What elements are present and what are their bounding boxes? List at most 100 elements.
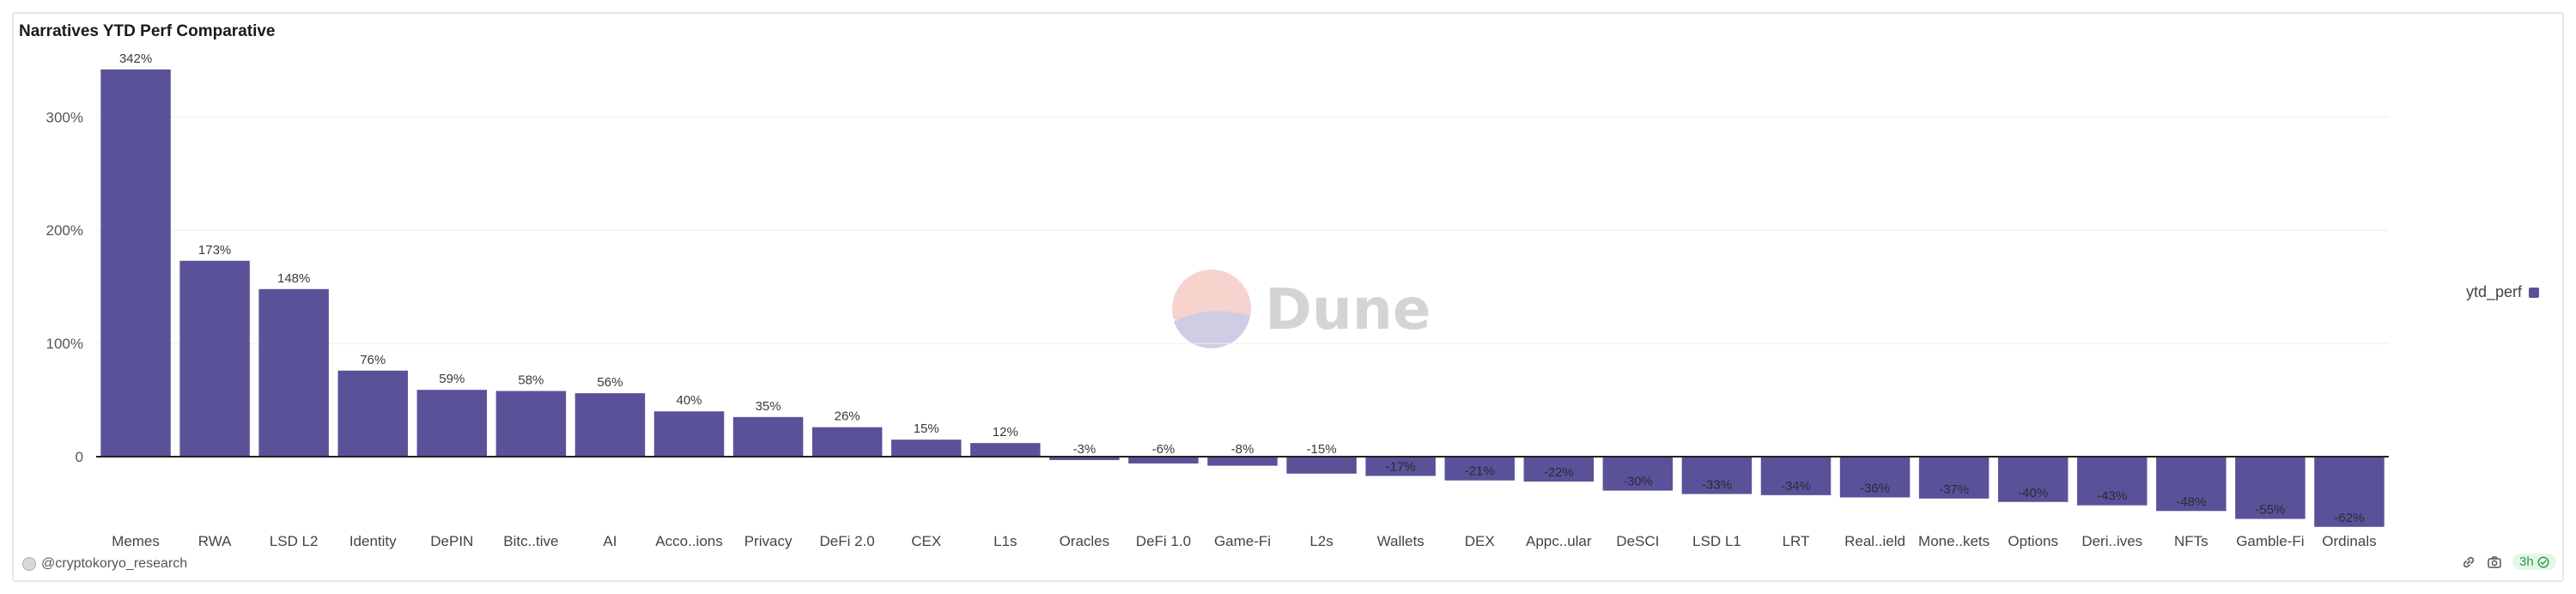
- bar[interactable]: [1523, 457, 1595, 482]
- x-tick-label: AI: [603, 533, 617, 549]
- data-label: 59%: [439, 372, 465, 386]
- x-tick-label: DeSCI: [1616, 533, 1659, 549]
- x-tick-label: Privacy: [744, 533, 793, 549]
- bar[interactable]: [653, 411, 725, 457]
- y-tick-label: 200%: [46, 222, 83, 239]
- watermark-text: Dune: [1265, 276, 1431, 342]
- data-label: -37%: [1939, 482, 1969, 497]
- data-label: 56%: [597, 375, 623, 390]
- bar[interactable]: [337, 370, 408, 457]
- data-label: -40%: [2018, 486, 2048, 500]
- data-label: -22%: [1544, 465, 1574, 480]
- bar[interactable]: [1365, 457, 1436, 476]
- data-label: -8%: [1231, 442, 1255, 457]
- x-tick-label: NFTs: [2174, 533, 2208, 549]
- link-icon[interactable]: [2461, 555, 2476, 570]
- bar[interactable]: [1286, 457, 1357, 474]
- data-label: -15%: [1307, 442, 1337, 457]
- data-label: 58%: [518, 373, 544, 387]
- legend-label: ytd_perf: [2466, 283, 2523, 300]
- bar[interactable]: [2235, 457, 2306, 519]
- data-label: 76%: [360, 353, 386, 367]
- data-label: 342%: [119, 52, 152, 66]
- data-label: -17%: [1386, 459, 1416, 474]
- bar[interactable]: [1049, 457, 1120, 460]
- legend[interactable]: ytd_perf: [2466, 283, 2540, 301]
- bar[interactable]: [416, 390, 488, 457]
- x-tick-label: DeFi 2.0: [820, 533, 875, 549]
- bar[interactable]: [1997, 457, 2069, 502]
- data-label: 35%: [756, 399, 781, 414]
- x-tick-label: L2s: [1309, 533, 1333, 549]
- legend-swatch: [2529, 287, 2540, 298]
- x-tick-label: Deri..ives: [2081, 533, 2142, 549]
- bar[interactable]: [1444, 457, 1515, 481]
- bar[interactable]: [970, 443, 1041, 457]
- data-label: -62%: [2334, 511, 2364, 525]
- x-tick-label: LSD L2: [270, 533, 319, 549]
- y-tick-label: 300%: [46, 109, 83, 125]
- bar[interactable]: [890, 439, 962, 457]
- footer-actions: 3h: [2461, 554, 2556, 570]
- bar[interactable]: [1128, 457, 1199, 464]
- bar[interactable]: [2156, 457, 2227, 512]
- data-label: 40%: [677, 393, 702, 408]
- grid-lines: [96, 116, 2389, 344]
- x-tick-label: DeFi 1.0: [1136, 533, 1191, 549]
- x-tick-label: DEX: [1465, 533, 1495, 549]
- bar[interactable]: [100, 69, 171, 457]
- bar[interactable]: [811, 427, 883, 457]
- x-tick-label: L1s: [993, 533, 1017, 549]
- x-tick-label: Oracles: [1060, 533, 1110, 549]
- x-tick-label: Options: [2008, 533, 2058, 549]
- bar[interactable]: [574, 393, 646, 457]
- freshness-label: 3h: [2519, 555, 2534, 569]
- bar[interactable]: [495, 391, 567, 457]
- author-name: @cryptokoryo_research: [41, 556, 188, 571]
- data-label: -43%: [2097, 489, 2127, 504]
- bar[interactable]: [1602, 457, 1674, 491]
- bar[interactable]: [1207, 457, 1278, 466]
- x-tick-label: DePIN: [430, 533, 473, 549]
- x-tick-label: CEX: [911, 533, 941, 549]
- x-tick-label: RWA: [198, 533, 232, 549]
- bars: [100, 69, 2385, 527]
- data-label: -30%: [1623, 475, 1653, 489]
- bar[interactable]: [179, 260, 250, 457]
- x-tick-label: Acco..ions: [655, 533, 722, 549]
- x-tick-label: Mone..kets: [1918, 533, 1990, 549]
- bar[interactable]: [1918, 457, 1990, 499]
- data-label: -34%: [1781, 479, 1811, 494]
- data-label: 12%: [993, 425, 1018, 439]
- x-tick-label: Identity: [349, 533, 397, 549]
- chart-title: Narratives YTD Perf Comparative: [19, 22, 276, 40]
- x-axis: Memes RWA LSD L2 Identity DePIN Bitc..tive AI A…: [112, 533, 2376, 549]
- freshness-badge[interactable]: 3h: [2512, 554, 2556, 570]
- data-label: -48%: [2176, 494, 2206, 509]
- bar[interactable]: [1839, 457, 1911, 498]
- x-tick-label: LSD L1: [1692, 533, 1741, 549]
- data-labels: 342% 173% 148% 76% 59% 58% 56% 40% 35% 26% 15% 12% -…: [119, 52, 2365, 525]
- data-label: -55%: [2255, 503, 2285, 518]
- data-label: -36%: [1860, 481, 1890, 495]
- y-tick-label: 0: [76, 449, 83, 465]
- dune-watermark: Dune: [1172, 270, 1431, 349]
- bar[interactable]: [2314, 457, 2385, 527]
- camera-icon[interactable]: [2487, 555, 2502, 570]
- data-label: -33%: [1702, 478, 1732, 493]
- bar[interactable]: [2077, 457, 2148, 506]
- bar[interactable]: [1681, 457, 1753, 494]
- dune-logo-icon: [1172, 270, 1251, 349]
- data-label: 173%: [198, 243, 231, 258]
- data-label: 26%: [835, 409, 860, 424]
- y-tick-label: 100%: [46, 336, 83, 352]
- bar[interactable]: [732, 416, 804, 457]
- bar[interactable]: [258, 288, 329, 457]
- data-label: -3%: [1073, 442, 1097, 457]
- author-credit[interactable]: @cryptokoryo_research: [22, 556, 187, 572]
- data-label: -6%: [1152, 442, 1176, 457]
- x-tick-label: Wallets: [1377, 533, 1425, 549]
- check-circle-icon: [2537, 555, 2549, 568]
- bar[interactable]: [1760, 457, 1832, 495]
